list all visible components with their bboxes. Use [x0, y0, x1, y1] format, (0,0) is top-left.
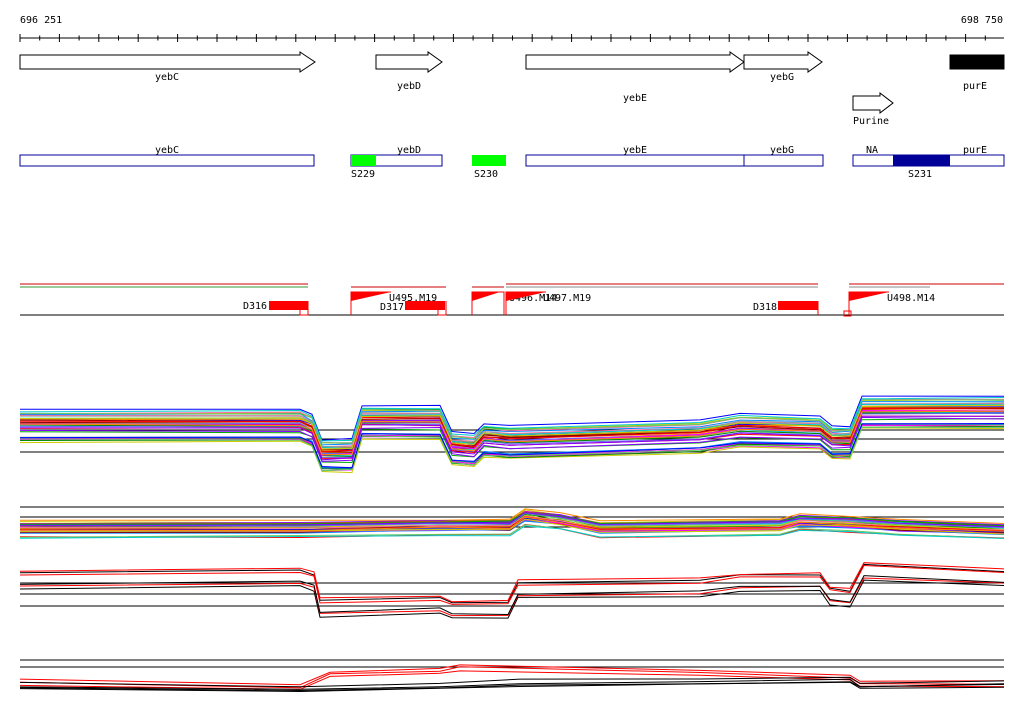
promoter-purine[interactable]: Purine: [852, 91, 894, 127]
expression-line: [19, 410, 1005, 456]
expression-line: [19, 404, 1005, 450]
feature-label-s231: S231: [908, 169, 932, 180]
transcript-label-yebc: yebC: [155, 145, 179, 156]
gene-arrow-yebe[interactable]: yebE: [525, 51, 745, 104]
gene-arrow-yebd[interactable]: yebD: [375, 51, 443, 92]
feature-label-s229: S229: [351, 169, 375, 180]
segment-label-u495: U495.M19: [389, 293, 437, 304]
segment-u498[interactable]: U498.M14: [843, 291, 935, 317]
coordinate-end-label: 698 750: [961, 15, 1003, 26]
expression-line: [19, 416, 1005, 462]
expression-track-1: [19, 395, 1005, 474]
segment-u496[interactable]: U496.M14: [471, 291, 557, 315]
segment-label-u498: U498.M14: [887, 293, 935, 304]
expression-track-2: [19, 506, 1005, 539]
gene-label-yebg: yebG: [770, 72, 794, 83]
expression-line: [19, 676, 1005, 688]
feature-s229[interactable]: [351, 155, 376, 166]
segment-label-d317: D317: [380, 302, 404, 313]
expression-line: [19, 562, 1005, 603]
segment-d318[interactable]: D318: [753, 301, 819, 315]
coordinate-start-label: 696 251: [20, 15, 62, 26]
expression-line: [19, 512, 1005, 527]
feature-s230[interactable]: [472, 155, 506, 166]
segment-label-u497: U497.M19: [543, 293, 591, 304]
expression-line: [19, 579, 1005, 619]
segment-d316[interactable]: D316: [243, 301, 309, 316]
expression-line: [19, 681, 1005, 693]
transcript-yebc[interactable]: [19, 154, 315, 167]
transcript-yebg[interactable]: [743, 154, 824, 167]
promoter-label: Purine: [853, 116, 889, 127]
expression-line: [19, 512, 1005, 528]
gene-block-pure[interactable]: purE: [949, 54, 1005, 92]
gene-label-yebd: yebD: [397, 81, 421, 92]
expression-line: [19, 401, 1005, 446]
feature-label-s230: S230: [474, 169, 498, 180]
expression-line: [19, 681, 1005, 692]
expression-line: [19, 423, 1005, 469]
expression-track-4: [19, 659, 1005, 693]
expression-line: [19, 518, 1005, 535]
expression-line: [19, 564, 1005, 605]
gene-track: yebC yebD yebE yebG purE Purine: [19, 51, 1005, 127]
transcript-label-yebg: yebG: [770, 145, 794, 156]
expression-line: [19, 511, 1005, 528]
gene-label-yebe: yebE: [623, 93, 647, 104]
expression-line: [19, 407, 1005, 453]
segment-u497[interactable]: U497.M19: [505, 291, 591, 315]
transcript-yebe[interactable]: [525, 154, 745, 167]
gene-arrow-yebc[interactable]: yebC: [19, 51, 316, 83]
expression-line: [19, 397, 1005, 442]
transcript-label-yebe: yebE: [623, 145, 647, 156]
expression-line: [20, 508, 1005, 524]
expression-line: [19, 426, 1004, 472]
segment-d317[interactable]: D317: [380, 301, 447, 316]
transcript-label-na: NA: [866, 145, 878, 156]
gene-arrow-yebg[interactable]: yebG: [743, 51, 823, 83]
expression-line: [19, 575, 1005, 616]
segment-u495[interactable]: U495.M19: [350, 291, 437, 315]
segment-track: D316 U495.M19 D317 U496.M14 U497.M19 D31…: [20, 283, 1004, 317]
segment-label-d316: D316: [243, 301, 267, 312]
expression-track-3: [19, 562, 1005, 619]
transcript-label-pure: purE: [963, 145, 987, 156]
expression-line: [19, 525, 1005, 539]
coordinate-ruler: [19, 34, 1004, 42]
expression-line: [19, 664, 1005, 686]
transcript-track: yebC yebD yebE yebG NA purE S229 S230 S2…: [19, 145, 1005, 180]
expression-line: [19, 516, 1005, 532]
expression-line: [19, 515, 1005, 531]
gene-label-pure: purE: [963, 81, 987, 92]
expression-line: [19, 415, 1004, 461]
transcript-label-yebd: yebD: [397, 145, 421, 156]
feature-s231[interactable]: [893, 155, 950, 166]
gene-label-yebc: yebC: [155, 72, 179, 83]
segment-label-u496: U496.M14: [509, 293, 557, 304]
expression-line: [19, 399, 1004, 444]
segment-label-d318: D318: [753, 302, 777, 313]
